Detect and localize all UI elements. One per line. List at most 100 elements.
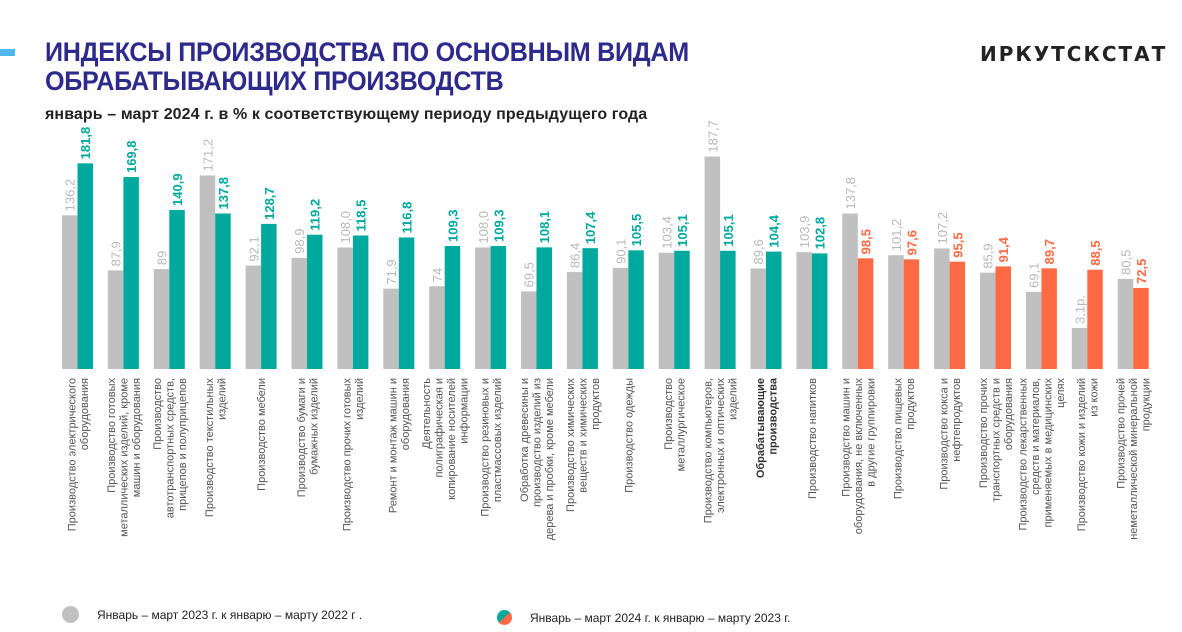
bar-2024-0 xyxy=(77,163,93,369)
data-label-2023-12: 90,1 xyxy=(614,239,629,264)
category-label-line: Производство резиновых и xyxy=(479,378,491,517)
data-label-2024-20: 91,4 xyxy=(996,236,1011,262)
category-label-line: оборудования xyxy=(400,378,412,450)
category-label-line: изделий xyxy=(728,378,740,420)
data-label-2023-13: 103,4 xyxy=(659,216,674,249)
data-label-2023-16: 103,9 xyxy=(797,216,812,249)
bar-2023-19 xyxy=(934,248,950,369)
category-label-line: Обрабатывающие xyxy=(755,378,767,478)
category-label-line: Производство кожи и изделий xyxy=(1076,378,1088,531)
category-label-line: оборудования xyxy=(1003,378,1015,450)
category-label-line: производства xyxy=(767,377,779,454)
bar-2024-16 xyxy=(811,253,828,369)
category-label-21: Производство лекарственных средств и мате… xyxy=(1018,378,1068,531)
data-label-2023-23: 80,5 xyxy=(1118,250,1133,275)
category-label-19: Производство кокса и нефтепродуктов xyxy=(938,378,963,490)
bar-2023-1 xyxy=(107,270,124,369)
category-label-line: машин и оборудования xyxy=(131,378,143,497)
category-label-line: в другие группировки xyxy=(865,378,877,487)
bar-2023-2 xyxy=(153,269,170,369)
bar-2023-20 xyxy=(980,272,996,369)
page-subtitle: январь – март 2024 г. в % к соответствую… xyxy=(45,106,648,123)
category-label-7: Ремонт и монтаж машин и оборудования xyxy=(388,378,413,513)
data-label-2023-6: 108,0 xyxy=(338,211,353,244)
bar-2024-8 xyxy=(444,245,461,369)
category-label-line: полиграфическая и xyxy=(433,378,445,478)
legend-label-2024: Январь – март 2024 г. к январю – марту 2… xyxy=(530,610,791,625)
category-label-line: Производство мебели xyxy=(256,378,268,491)
bar-2023-0 xyxy=(62,215,78,369)
bar-2023-12 xyxy=(612,267,629,369)
data-label-2024-4: 128,7 xyxy=(262,187,277,220)
category-label-line: Производство текстильных xyxy=(204,378,216,518)
category-label-line: веществ и химических xyxy=(577,378,589,493)
page-title: ИНДЕКСЫ ПРОИЗВОДСТВА ПО ОСНОВНЫМ ВИДАМ О… xyxy=(45,38,689,96)
category-label-18: Производство пищевых продуктов xyxy=(892,378,917,500)
category-label-11: Производство химических веществ и химичес… xyxy=(565,378,602,512)
data-label-2024-11: 107,4 xyxy=(583,211,598,244)
legend-gray-circle-icon xyxy=(62,606,79,623)
data-label-2024-0: 181,8 xyxy=(78,127,93,160)
data-label-2024-5: 119,2 xyxy=(308,199,323,231)
legend-split-circle-icon xyxy=(497,610,512,625)
bar-2023-11 xyxy=(566,272,583,369)
data-label-2023-22: 3,1р. xyxy=(1073,295,1088,324)
category-label-line: металлических изделий, кроме xyxy=(118,378,130,537)
data-label-2024-2: 140,9 xyxy=(170,173,185,206)
category-label-line: копирование носителей xyxy=(446,378,458,500)
category-label-line: Производство готовых xyxy=(106,378,118,493)
bar-2024-7 xyxy=(398,237,415,369)
data-label-2023-20: 85,9 xyxy=(981,243,996,268)
bar-2024-12 xyxy=(628,250,644,369)
bar-2024-13 xyxy=(674,250,690,369)
bar-2024-19 xyxy=(949,261,966,369)
category-label-line: дерева и пробки, кроме мебели xyxy=(544,378,556,540)
data-label-2023-21: 69,1 xyxy=(1027,263,1042,288)
data-label-2024-15: 104,4 xyxy=(767,214,782,247)
bar-2024-1 xyxy=(123,177,139,369)
data-label-2023-5: 98,9 xyxy=(292,229,307,254)
category-label-line: продуктов xyxy=(905,378,917,430)
category-label-line: Производство компьютеров, xyxy=(703,378,715,523)
data-label-2023-3: 171,2 xyxy=(200,139,215,172)
bar-2023-13 xyxy=(658,252,675,369)
category-label-line: пластмассовых изделий xyxy=(492,378,504,502)
data-label-2024-1: 169,8 xyxy=(124,140,139,173)
data-label-2024-18: 97,6 xyxy=(904,230,919,255)
category-label-line: Производство прочей xyxy=(1116,378,1128,489)
bar-2024-20 xyxy=(995,266,1011,369)
bar-2024-21 xyxy=(1041,268,1057,369)
category-label-line: Производство прочих xyxy=(978,378,990,489)
data-label-2023-19: 107,2 xyxy=(935,212,950,245)
category-label-line: Производство напитков xyxy=(807,378,819,499)
bar-2023-21 xyxy=(1025,291,1042,369)
category-label-line: производство изделий из xyxy=(532,378,544,507)
category-label-12: Производство одежды xyxy=(623,378,635,493)
category-label-line: продуктов xyxy=(590,378,602,430)
category-label-2: Производство автотранспортных средств, при… xyxy=(152,378,189,518)
data-label-2023-11: 86,4 xyxy=(568,243,583,268)
category-label-line: оборудования, не включенных xyxy=(853,378,865,535)
category-label-13: Производство металлургическое xyxy=(663,378,688,471)
category-label-line: неметаллической минеральной xyxy=(1128,378,1140,540)
category-label-line: автотранспортных средств, xyxy=(164,378,176,518)
category-label-4: Производство мебели xyxy=(256,378,268,491)
category-label-6: Производство прочих готовых изделий xyxy=(342,378,367,532)
category-label-line: средств и материалов, xyxy=(1030,378,1042,495)
category-label-15: Обрабатывающие производства xyxy=(755,377,780,478)
bar-2024-15 xyxy=(766,251,782,369)
legend-item-2023: Январь – март 2023 г. к январю – марту 2… xyxy=(62,606,362,623)
category-label-line: Производство бумаги и xyxy=(296,378,308,497)
bar-2023-10 xyxy=(521,291,537,369)
bar-2023-23 xyxy=(1117,278,1134,369)
category-label-line: Производство лекарственных xyxy=(1018,378,1030,531)
data-label-2023-8: 74 xyxy=(430,268,445,282)
category-label-line: нефтепродуктов xyxy=(951,378,963,462)
bar-2024-18 xyxy=(903,259,920,369)
bar-2023-8 xyxy=(429,286,445,369)
category-label-line: Производство xyxy=(152,378,164,450)
bar-2023-22 xyxy=(1071,328,1088,369)
category-label-22: Производство кожи и изделий из кожи xyxy=(1076,378,1101,531)
bar-2024-17 xyxy=(857,258,874,369)
category-label-23: Производство прочей неметаллической минер… xyxy=(1116,378,1153,540)
